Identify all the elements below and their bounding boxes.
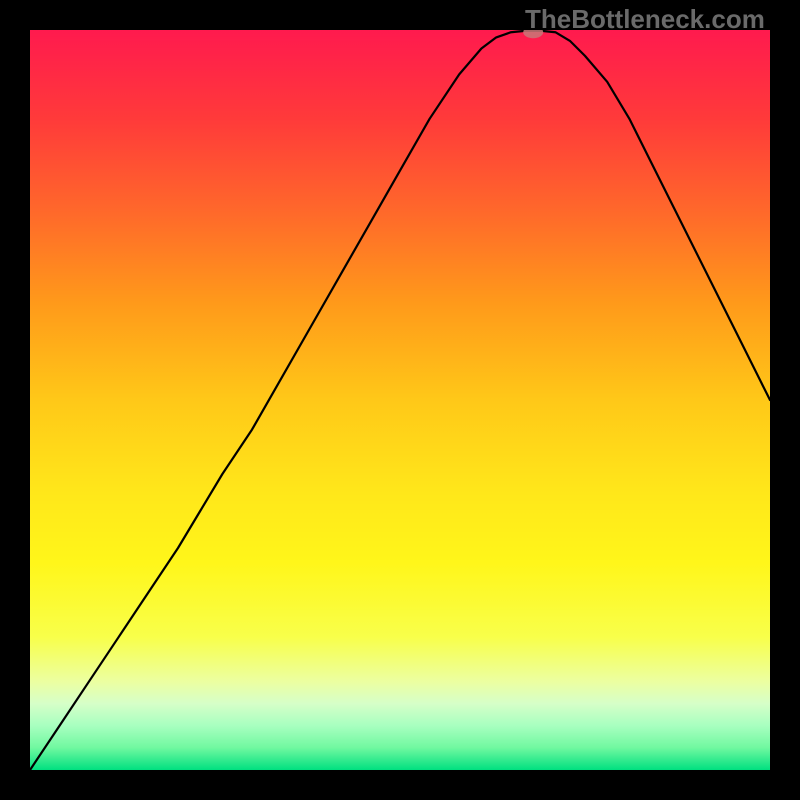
plot-svg [30, 30, 770, 770]
chart-container: TheBottleneck.com [0, 0, 800, 800]
plot-area [30, 30, 770, 770]
watermark-label: TheBottleneck.com [525, 4, 765, 35]
gradient-background [30, 30, 770, 770]
